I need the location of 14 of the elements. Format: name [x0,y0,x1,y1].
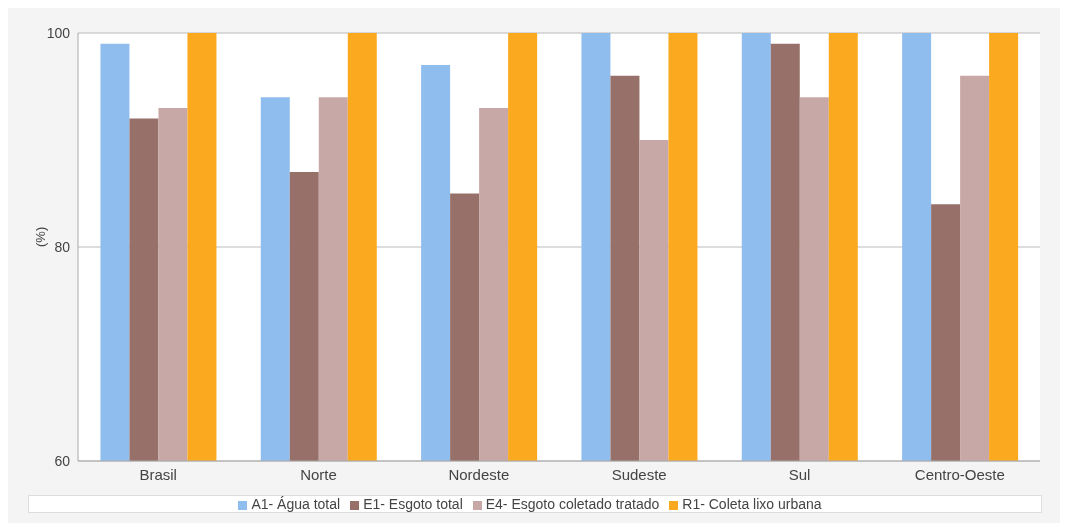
x-tick-label: Centro-Oeste [914,465,1005,483]
y-axis-title: (%) [32,226,48,247]
legend-label: E4- Esgoto coletado tratado [485,496,660,512]
y-tick-label: 100 [46,24,71,41]
x-tick-label: Brasil [139,465,177,483]
x-tick-label: Nordeste [448,465,510,483]
legend-label: R1- Coleta lixo urbana [682,496,822,512]
y-tick-label: 80 [54,238,71,255]
legend-label: E1- Esgoto total [363,496,463,512]
x-tick-label: Sul [788,465,811,483]
x-tick-label: Norte [300,465,337,483]
y-tick-label: 60 [54,452,71,469]
x-tick-label: Sudeste [611,465,667,483]
legend-label: A1- Água total [251,496,341,512]
